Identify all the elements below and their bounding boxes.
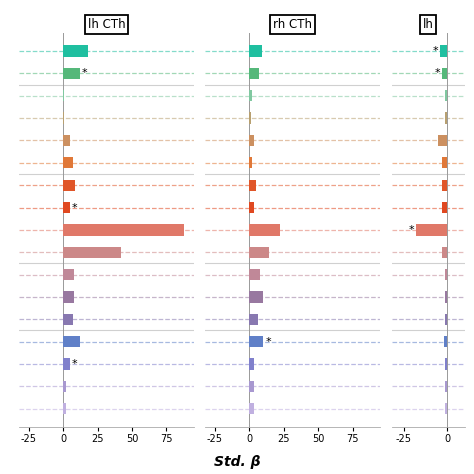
Bar xyxy=(63,180,75,191)
Bar xyxy=(63,358,70,370)
Bar xyxy=(442,68,447,79)
Bar xyxy=(446,292,447,302)
Text: Std. β: Std. β xyxy=(214,455,260,469)
Bar xyxy=(440,46,447,57)
Bar xyxy=(442,180,447,191)
Bar xyxy=(249,358,254,370)
Text: *: * xyxy=(265,337,271,346)
Bar xyxy=(249,112,251,124)
Bar xyxy=(63,224,184,236)
Bar xyxy=(442,157,447,168)
Bar xyxy=(63,90,64,101)
Text: *: * xyxy=(72,202,78,212)
Bar xyxy=(249,314,258,325)
Bar xyxy=(444,336,447,347)
Bar xyxy=(249,90,252,101)
Bar xyxy=(249,224,280,236)
Bar xyxy=(63,292,74,302)
Bar xyxy=(63,135,70,146)
Bar xyxy=(446,269,447,280)
Bar xyxy=(249,68,259,79)
Bar xyxy=(63,202,70,213)
Bar xyxy=(63,336,80,347)
Bar xyxy=(63,381,66,392)
Bar xyxy=(249,157,252,168)
Title: lh: lh xyxy=(423,18,434,31)
Bar xyxy=(446,314,447,325)
Bar xyxy=(446,358,447,370)
Bar xyxy=(63,246,121,258)
Bar xyxy=(63,68,80,79)
Text: *: * xyxy=(432,46,438,56)
Bar xyxy=(249,246,269,258)
Bar xyxy=(249,292,263,302)
Bar xyxy=(249,336,263,347)
Text: *: * xyxy=(408,225,414,235)
Bar xyxy=(438,135,447,146)
Bar xyxy=(249,202,254,213)
Title: rh CTh: rh CTh xyxy=(273,18,312,31)
Bar xyxy=(416,224,447,236)
Bar xyxy=(63,269,74,280)
Bar xyxy=(249,403,254,414)
Bar xyxy=(442,202,447,213)
Bar xyxy=(63,403,66,414)
Text: *: * xyxy=(434,68,440,78)
Bar xyxy=(442,246,447,258)
Title: lh CTh: lh CTh xyxy=(88,18,125,31)
Bar xyxy=(446,381,447,392)
Text: *: * xyxy=(72,359,78,369)
Bar xyxy=(63,314,73,325)
Bar xyxy=(446,90,447,101)
Bar xyxy=(249,269,260,280)
Bar xyxy=(446,403,447,414)
Bar xyxy=(63,157,73,168)
Bar xyxy=(249,46,262,57)
Bar xyxy=(63,46,88,57)
Text: *: * xyxy=(82,68,87,78)
Bar xyxy=(446,112,447,124)
Bar xyxy=(249,135,254,146)
Bar xyxy=(249,381,254,392)
Bar xyxy=(249,180,256,191)
Bar xyxy=(63,112,64,124)
